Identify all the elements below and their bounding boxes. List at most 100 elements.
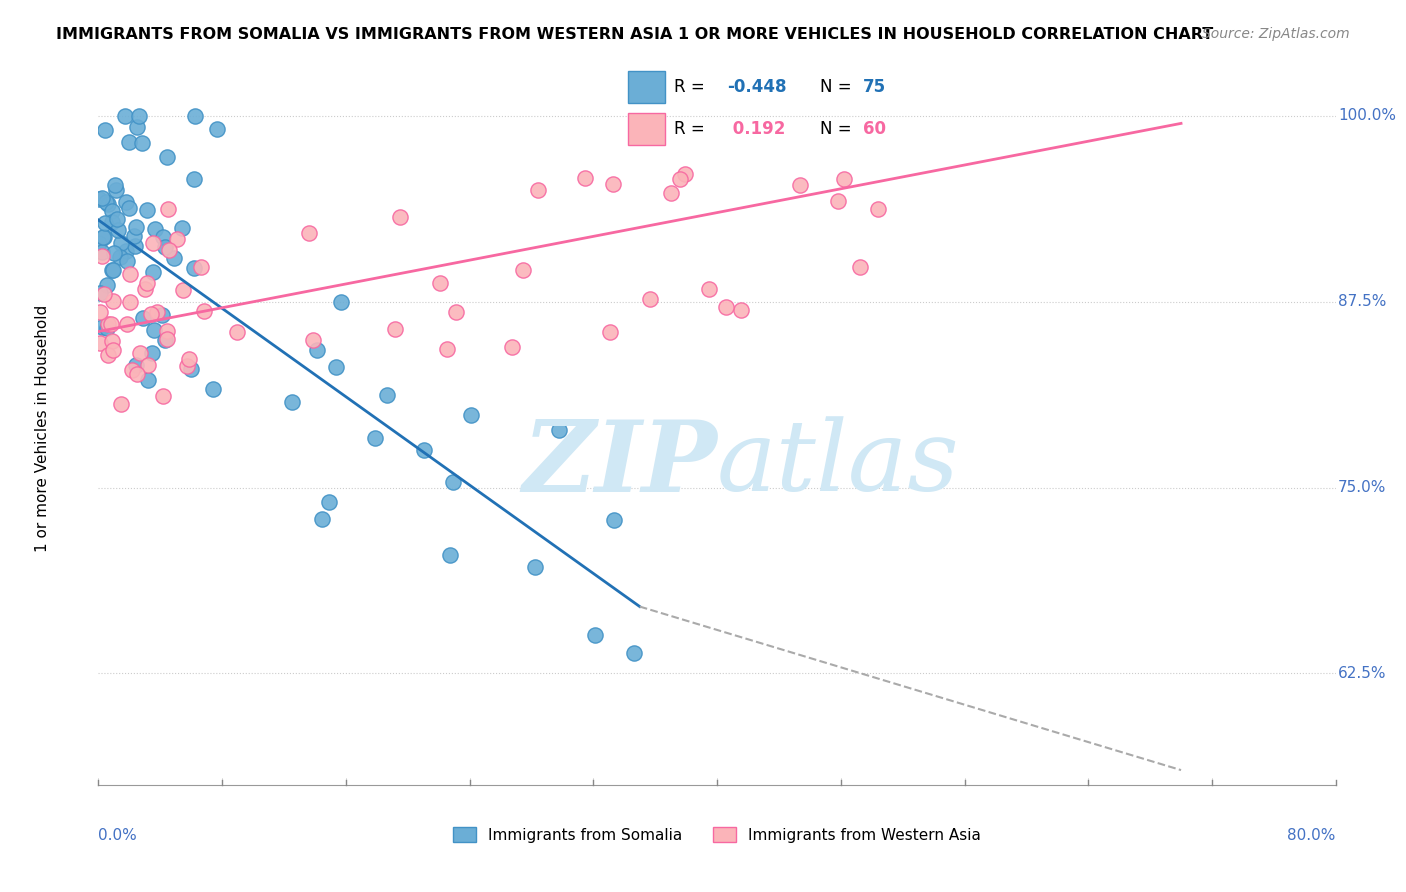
Point	[170, 221, 193, 235]
Point	[444, 304, 467, 318]
Point	[100, 263, 122, 277]
Point	[176, 359, 198, 374]
Text: 87.5%: 87.5%	[1339, 294, 1386, 310]
Point	[141, 345, 163, 359]
Point	[94, 194, 117, 209]
Text: -0.448: -0.448	[727, 78, 786, 96]
Point	[93, 229, 115, 244]
Text: N =: N =	[820, 78, 856, 96]
Point	[110, 235, 132, 250]
Point	[128, 345, 150, 359]
Point	[190, 260, 212, 274]
Point	[384, 322, 406, 336]
Point	[100, 317, 122, 331]
Point	[412, 442, 434, 457]
Point	[298, 226, 321, 240]
Point	[91, 230, 114, 244]
Point	[184, 109, 207, 123]
Point	[523, 560, 546, 574]
Text: 62.5%: 62.5%	[1339, 666, 1386, 681]
Point	[114, 109, 136, 123]
Point	[94, 217, 117, 231]
Point	[183, 261, 205, 276]
Point	[131, 136, 153, 150]
Point	[103, 263, 125, 277]
Point	[177, 351, 200, 366]
Point	[152, 389, 174, 403]
Point	[127, 120, 149, 134]
Point	[152, 230, 174, 244]
Text: R =: R =	[675, 120, 710, 138]
Point	[141, 307, 163, 321]
Point	[183, 171, 205, 186]
Point	[827, 194, 849, 209]
Point	[136, 358, 159, 372]
Point	[101, 214, 124, 228]
Point	[659, 186, 682, 200]
Point	[311, 511, 333, 525]
Legend: Immigrants from Somalia, Immigrants from Western Asia: Immigrants from Somalia, Immigrants from…	[447, 821, 987, 848]
Point	[156, 324, 179, 338]
Point	[583, 628, 606, 642]
Point	[318, 495, 340, 509]
Point	[439, 548, 461, 562]
Bar	[628, 113, 665, 145]
Point	[377, 388, 399, 402]
Point	[638, 292, 661, 306]
Point	[110, 397, 132, 411]
Point	[302, 333, 325, 347]
Point	[281, 394, 304, 409]
Point	[122, 228, 145, 243]
Text: 100.0%: 100.0%	[1339, 109, 1396, 123]
Point	[789, 178, 811, 193]
Point	[93, 287, 115, 301]
Point	[501, 340, 523, 354]
Point	[118, 201, 141, 215]
Point	[153, 334, 176, 348]
Point	[146, 305, 169, 319]
Text: 75: 75	[863, 78, 886, 96]
Point	[150, 308, 173, 322]
Point	[124, 359, 146, 373]
Text: 1 or more Vehicles in Household: 1 or more Vehicles in Household	[35, 304, 51, 552]
Point	[89, 305, 111, 319]
Point	[668, 171, 690, 186]
Point	[599, 325, 621, 339]
Point	[156, 202, 179, 217]
Point	[128, 109, 150, 123]
Point	[548, 423, 571, 437]
Point	[101, 204, 124, 219]
Point	[101, 294, 124, 309]
Point	[103, 246, 125, 260]
Point	[441, 475, 464, 489]
Text: IMMIGRANTS FROM SOMALIA VS IMMIGRANTS FROM WESTERN ASIA 1 OR MORE VEHICLES IN HO: IMMIGRANTS FROM SOMALIA VS IMMIGRANTS FR…	[56, 27, 1213, 42]
Point	[156, 333, 179, 347]
Point	[325, 360, 347, 375]
Text: ZIP: ZIP	[522, 416, 717, 512]
Point	[134, 282, 156, 296]
Point	[603, 513, 626, 527]
Point	[121, 362, 143, 376]
Point	[226, 325, 249, 339]
Point	[330, 294, 353, 309]
Point	[201, 382, 224, 396]
Point	[115, 317, 138, 331]
Point	[115, 244, 138, 258]
Point	[697, 282, 720, 296]
Point	[623, 646, 645, 660]
Point	[145, 222, 167, 236]
Text: N =: N =	[820, 120, 856, 138]
Point	[460, 409, 482, 423]
Point	[142, 235, 165, 250]
Point	[307, 343, 329, 357]
Point	[730, 303, 752, 318]
Point	[96, 321, 118, 335]
Point	[89, 286, 111, 301]
Bar	[628, 71, 665, 103]
Point	[205, 122, 228, 136]
Text: 0.192: 0.192	[727, 120, 786, 138]
Point	[107, 223, 129, 237]
Point	[388, 210, 411, 224]
Point	[125, 368, 148, 382]
Point	[90, 249, 112, 263]
